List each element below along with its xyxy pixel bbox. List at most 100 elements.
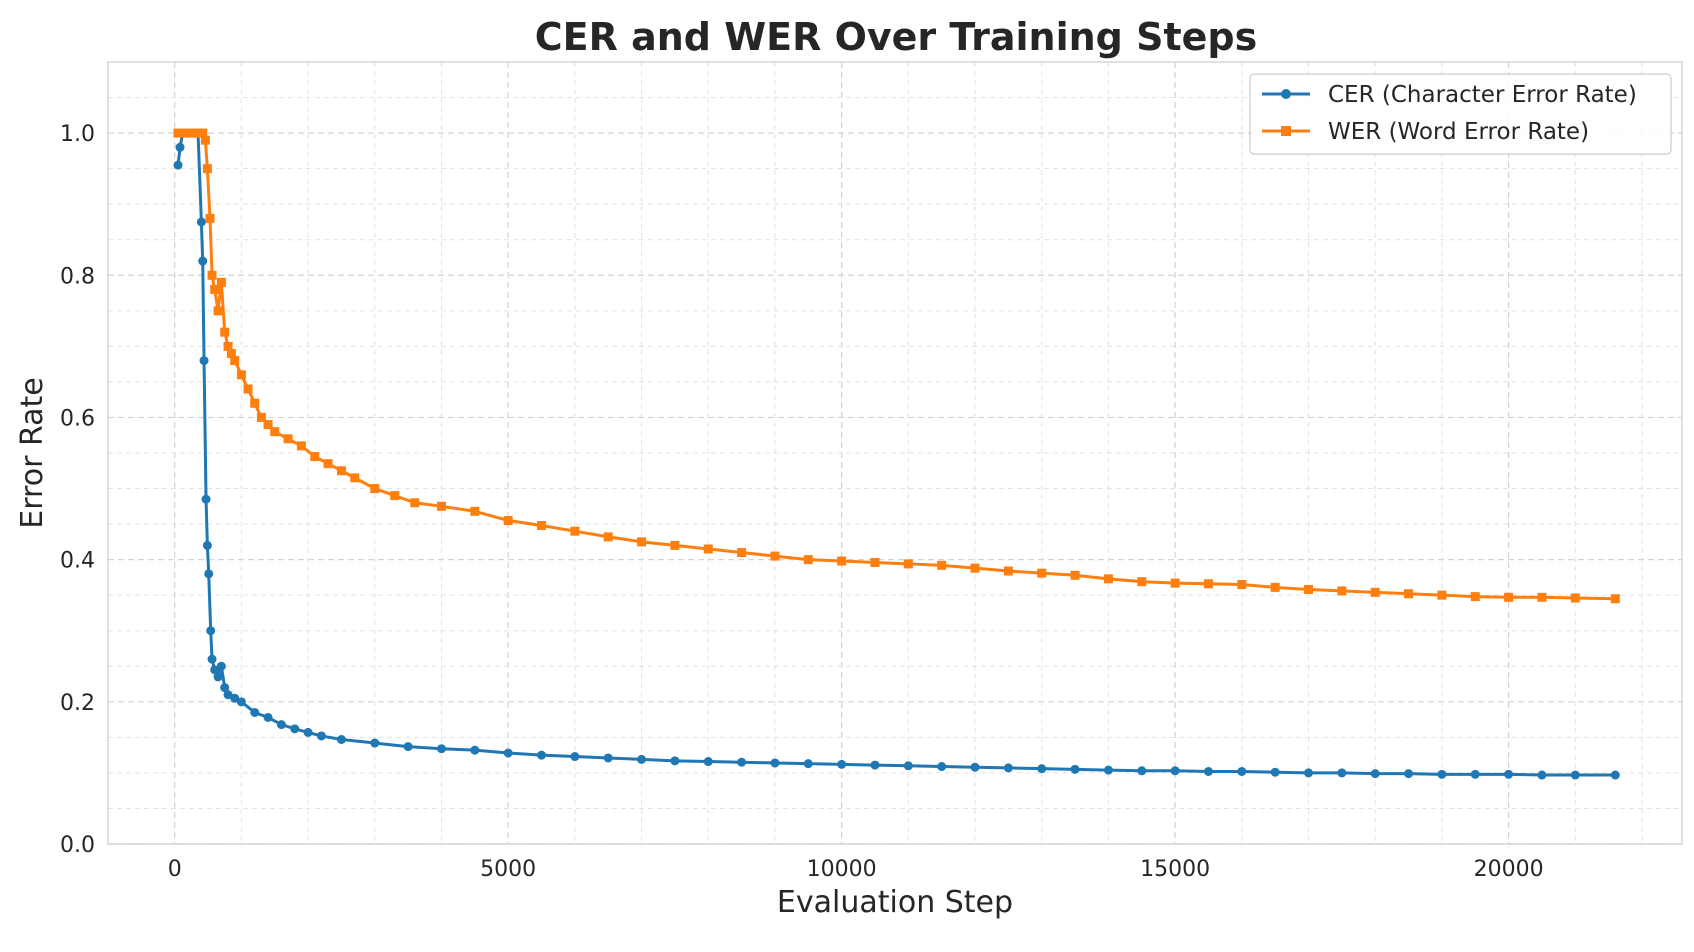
x-axis-label: Evaluation Step (777, 885, 1013, 920)
data-point-wer (1404, 589, 1414, 599)
data-point-cer (198, 256, 208, 266)
data-point-wer (336, 466, 346, 476)
chart-title: CER and WER Over Training Steps (535, 15, 1257, 59)
data-point-cer (770, 758, 780, 768)
legend-box (1249, 73, 1672, 155)
data-point-cer (737, 757, 747, 767)
data-point-cer (336, 734, 346, 744)
data-point-cer (803, 759, 813, 769)
data-point-wer (256, 412, 266, 422)
data-point-cer (670, 756, 680, 766)
x-tick-label: 20000 (1474, 857, 1544, 882)
data-point-wer (637, 537, 647, 547)
data-point-wer (1203, 579, 1213, 589)
data-point-cer (837, 759, 847, 769)
data-point-wer (670, 540, 680, 550)
data-point-wer (243, 384, 253, 394)
data-point-cer (1437, 769, 1447, 779)
data-point-wer (1304, 584, 1314, 594)
data-point-cer (403, 742, 413, 752)
data-point-cer (1237, 766, 1247, 776)
data-point-cer (436, 744, 446, 754)
data-point-cer (1270, 767, 1280, 777)
data-point-cer (216, 661, 226, 671)
data-point-cer (1570, 770, 1580, 780)
y-tick-label: 1.0 (60, 122, 95, 147)
data-point-wer (1037, 568, 1047, 578)
data-point-wer (603, 532, 613, 542)
data-point-cer (1304, 768, 1314, 778)
data-point-cer (1470, 769, 1480, 779)
data-point-cer (303, 727, 313, 737)
x-tick-label: 10000 (807, 857, 877, 882)
data-point-cer (970, 762, 980, 772)
data-point-wer (1170, 578, 1180, 588)
data-point-wer (296, 441, 306, 451)
data-point-wer (205, 213, 215, 223)
data-point-cer (703, 757, 713, 767)
data-point-cer (202, 540, 212, 550)
data-point-wer (737, 548, 747, 558)
data-point-cer (1504, 769, 1514, 779)
series-layer (173, 128, 1620, 780)
data-point-wer (1610, 594, 1620, 604)
data-point-cer (503, 748, 513, 758)
data-point-cer (236, 697, 246, 707)
data-point-cer (1037, 764, 1047, 774)
data-point-wer (1103, 574, 1113, 584)
data-point-wer (770, 551, 780, 561)
data-point-cer (1203, 766, 1213, 776)
data-point-cer (290, 724, 300, 734)
data-point-wer (350, 473, 360, 483)
data-point-wer (226, 348, 236, 358)
data-point-wer (937, 560, 947, 570)
data-point-wer (870, 557, 880, 567)
data-point-wer (1270, 582, 1280, 592)
y-tick-label: 0.2 (60, 691, 95, 716)
data-point-cer (1103, 765, 1113, 775)
data-point-wer (470, 506, 480, 516)
data-point-cer (210, 665, 220, 675)
x-tick-label: 5000 (480, 857, 536, 882)
data-point-wer (1337, 586, 1347, 596)
data-point-cer (213, 672, 223, 682)
data-point-cer (276, 720, 286, 730)
data-point-wer (216, 277, 226, 287)
y-axis-label: Error Rate (15, 377, 50, 528)
data-point-wer (202, 164, 212, 174)
legend-marker-cer (1281, 89, 1291, 99)
y-axis-ticks: 0.0 0.2 0.4 0.6 0.8 1.0 (60, 122, 95, 858)
y-tick-label: 0.4 (60, 549, 95, 574)
legend-label-cer: CER (Character Error Rate) (1328, 82, 1637, 108)
x-tick-label: 15000 (1140, 857, 1210, 882)
data-point-wer (410, 498, 420, 508)
data-point-cer (223, 690, 233, 700)
plot-frame (107, 61, 1683, 845)
series-line-cer (176, 131, 1616, 777)
data-point-wer (1470, 592, 1480, 602)
data-point-cer (230, 693, 240, 703)
data-point-cer (250, 707, 260, 717)
data-point-cer (1404, 769, 1414, 779)
y-tick-label: 0.8 (60, 264, 95, 289)
data-point-cer (370, 738, 380, 748)
data-point-wer (1504, 592, 1514, 602)
data-point-wer (186, 128, 196, 138)
data-point-wer (223, 341, 233, 351)
data-point-cer (207, 654, 217, 664)
data-point-wer (250, 398, 260, 408)
data-point-cer (316, 731, 326, 741)
data-point-wer (537, 521, 547, 531)
data-point-wer (370, 484, 380, 494)
data-point-cer (1170, 766, 1180, 776)
data-point-wer (270, 427, 280, 437)
data-point-wer (230, 356, 240, 366)
data-point-cer (173, 160, 183, 170)
series-cer (173, 128, 1620, 780)
data-point-cer (637, 754, 647, 764)
data-point-cer (220, 683, 230, 693)
data-point-wer (1537, 592, 1547, 602)
data-point-cer (1137, 766, 1147, 776)
